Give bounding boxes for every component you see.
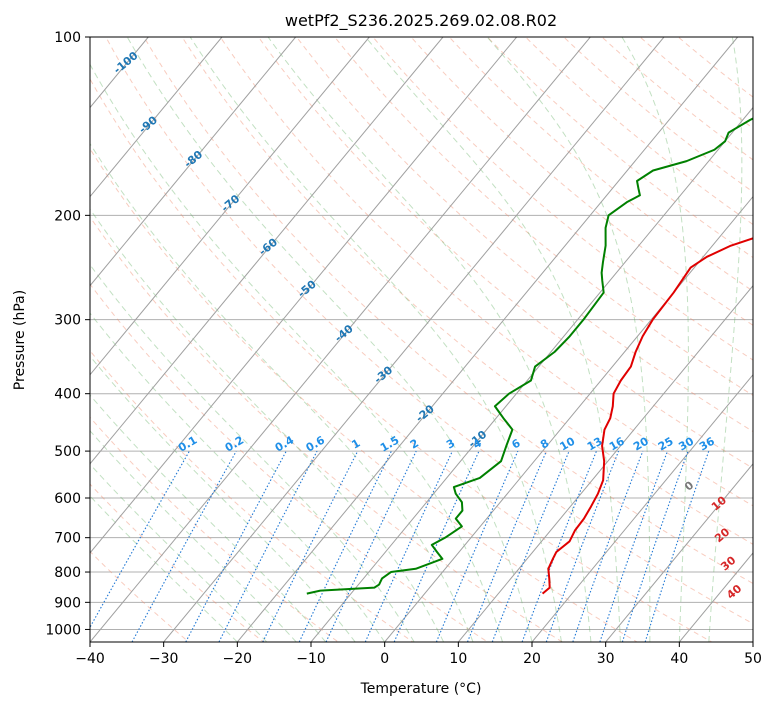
mixing-ratio-line: [131, 450, 237, 642]
moist-adiabat: [189, 37, 562, 642]
dry-adiabats: [90, 37, 753, 642]
x-tick-label: −40: [75, 651, 105, 667]
y-tick-label: 700: [54, 531, 81, 547]
isotherms: [90, 37, 753, 642]
moist-adiabat: [621, 37, 689, 642]
mixing-ratio-line: [435, 450, 519, 642]
mixing-ratio-line: [466, 450, 547, 642]
y-axis-label: Pressure (hPa): [12, 290, 28, 390]
isotherm-line: [531, 373, 753, 642]
isotherm-line: [90, 37, 518, 554]
moist-adiabat: [267, 37, 592, 642]
isotherm-line: [163, 37, 665, 642]
y-tick-label: 200: [54, 208, 81, 224]
mixing-ratio-line: [298, 450, 392, 642]
y-tick-label: 900: [54, 595, 81, 611]
x-axis-label: Temperature (°C): [360, 681, 482, 697]
x-tick-label: 30: [597, 651, 615, 667]
dry-adiabat: [105, 37, 753, 625]
dry-adiabat: [562, 37, 753, 193]
x-tick-label: −30: [149, 651, 179, 667]
moist-adiabat: [90, 208, 445, 642]
mixing-ratio-line: [644, 450, 710, 642]
mixing-ratio-line: [90, 450, 190, 629]
moist-adiabat: [90, 63, 504, 642]
y-tick-label: 400: [54, 387, 81, 403]
isotherm-line: [384, 195, 753, 642]
y-tick-label: 800: [54, 565, 81, 581]
y-tick-label: 300: [54, 313, 81, 329]
dewpoint-profile-line: [306, 117, 753, 595]
y-tick-label: 1000: [45, 622, 81, 638]
dry-adiabat: [90, 77, 713, 642]
y-tick-label: 600: [54, 491, 81, 507]
mixing-ratio-line: [325, 450, 417, 642]
mixing-ratio-line: [572, 450, 644, 642]
moist-adiabat: [90, 394, 327, 642]
isotherm-line: [605, 463, 753, 642]
dry-adiabat: [372, 37, 753, 361]
x-tick-label: 20: [523, 651, 541, 667]
moist-adiabat: [90, 312, 386, 642]
y-tick-label: 500: [54, 444, 81, 460]
mixing-ratio-line: [185, 450, 287, 642]
isotherm-line: [236, 37, 739, 642]
mixing-ratio-line: [521, 450, 597, 642]
moist-adiabat: [126, 37, 533, 642]
temperature-profile-line: [541, 237, 753, 595]
dry-adiabat: [90, 483, 265, 642]
isotherm-line: [90, 37, 591, 642]
mixing-ratio-line: [364, 450, 453, 642]
isotherm-line: [90, 37, 297, 287]
dry-adiabat: [334, 37, 753, 396]
mixing-ratio-line: [218, 450, 318, 642]
isotherm-line: [310, 106, 753, 642]
moist-adiabat: [90, 355, 356, 642]
isotherm-line: [457, 284, 753, 642]
moist-adiabat: [708, 37, 743, 642]
y-axis-ticks: 100 200 300 400 500 600 700 800 900 1000: [45, 30, 90, 638]
mixing-ratio-line: [262, 450, 359, 642]
dry-adiabat: [257, 37, 753, 469]
x-tick-label: 10: [449, 651, 467, 667]
profile-series: [306, 117, 753, 595]
x-axis-ticks: −40 −30 −20 −10 0 10 20 30 40 50: [75, 642, 762, 667]
isotherm-line: [90, 37, 223, 198]
plot-frame: [89, 36, 754, 643]
moist-adiabat: [90, 263, 415, 642]
dry-adiabat: [295, 37, 753, 433]
mixing-ratio-line: [621, 450, 689, 642]
dry-adiabat: [90, 147, 639, 642]
x-tick-label: 50: [744, 651, 762, 667]
dry-adiabat: [486, 37, 753, 259]
dry-adiabat: [448, 37, 753, 292]
isotherm-line: [90, 37, 444, 465]
x-tick-label: 40: [670, 651, 688, 667]
x-tick-label: −10: [296, 651, 326, 667]
mixing-ratio-line: [545, 450, 620, 642]
dry-adiabat: [219, 37, 753, 507]
moist-adiabat: [364, 37, 621, 642]
chart-title: wetPf2_S236.2025.269.02.08.R02: [285, 11, 557, 31]
mixing-ratio-line: [491, 450, 570, 642]
x-tick-label: −20: [223, 651, 253, 667]
dry-adiabat: [143, 37, 753, 585]
x-tick-label: 0: [380, 651, 389, 667]
mixing-ratio-line: [599, 450, 669, 642]
pressure-gridlines: [90, 37, 753, 630]
moist-adiabat: [90, 142, 474, 642]
y-tick-label: 100: [54, 30, 81, 46]
isotherm-line: [90, 37, 370, 376]
